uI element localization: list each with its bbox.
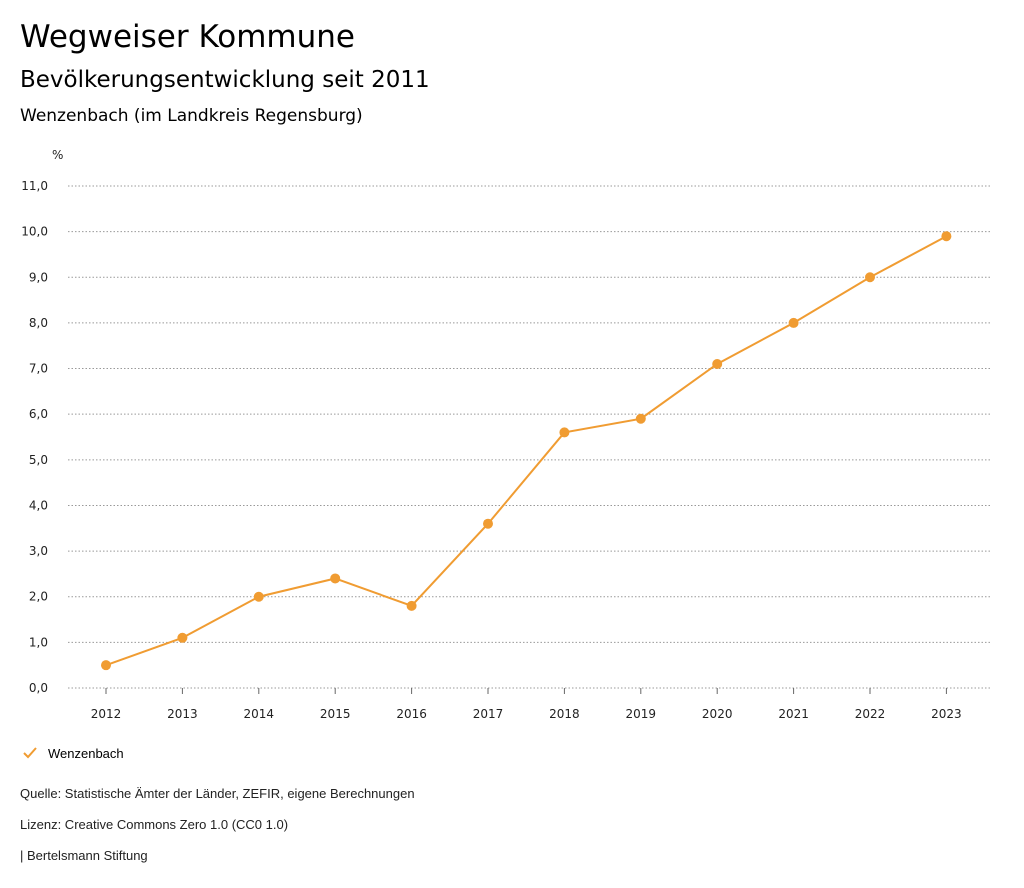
license-note: Lizenz: Creative Commons Zero 1.0 (CC0 1… — [20, 817, 289, 832]
x-tick-label: 2018 — [549, 707, 580, 721]
y-tick-label: 8,0 — [29, 316, 48, 330]
y-tick-label: 1,0 — [29, 635, 48, 649]
legend-label: Wenzenbach — [48, 745, 124, 761]
y-axis-unit: % — [52, 148, 63, 162]
x-tick-label: 2013 — [167, 707, 198, 721]
x-tick-label: 2020 — [702, 707, 733, 721]
region-label: Wenzenbach (im Landkreis Regensburg) — [20, 106, 363, 126]
x-tick-label: 2015 — [320, 707, 351, 721]
data-point — [865, 272, 875, 283]
data-point — [101, 660, 111, 671]
y-tick-label: 9,0 — [29, 270, 48, 284]
data-point — [941, 231, 952, 242]
y-tick-label: 6,0 — [29, 407, 48, 421]
y-tick-label: 2,0 — [29, 590, 48, 604]
x-tick-label: 2012 — [91, 707, 122, 721]
y-tick-label: 4,0 — [29, 498, 48, 512]
x-tick-label: 2021 — [778, 707, 809, 721]
x-tick-label: 2019 — [626, 707, 657, 721]
data-point — [330, 573, 341, 584]
y-axis-ticks: 0,0 1,0 2,0 3,0 4,0 5,0 6,0 7,0 8,0 9,0 10,0 11,0 — [21, 179, 48, 695]
legend[interactable]: Wenzenbach — [22, 745, 124, 761]
data-point — [559, 427, 570, 438]
y-tick-label: 5,0 — [29, 453, 48, 467]
y-tick-label: 0,0 — [29, 681, 48, 695]
data-point — [406, 600, 417, 611]
y-tick-label: 3,0 — [29, 544, 48, 558]
line-chart: % 0,0 1,0 2,0 3,0 4,0 5,0 6,0 7,0 8,0 9,0 10,0 11,0… — [21, 148, 990, 721]
chart-subtitle: Bevölkerungsentwicklung seit 2011 — [20, 67, 430, 93]
y-tick-label: 11,0 — [21, 179, 48, 193]
data-point — [788, 317, 799, 328]
series-wenzenbach — [101, 231, 952, 671]
data-point — [177, 632, 188, 643]
x-axis-ticks: 2012 2013 2014 2015 2016 2017 2018 2019 2020 2021… — [91, 688, 962, 721]
x-tick-label: 2014 — [244, 707, 275, 721]
source-note: Quelle: Statistische Ämter der Länder, Z… — [20, 786, 415, 801]
x-tick-label: 2022 — [855, 707, 886, 721]
y-tick-label: 10,0 — [21, 225, 48, 239]
grid-lines — [68, 185, 990, 689]
y-tick-label: 7,0 — [29, 362, 48, 376]
data-point — [253, 591, 264, 602]
series-line — [105, 235, 947, 667]
x-tick-label: 2016 — [396, 707, 427, 721]
x-tick-label: 2017 — [473, 707, 504, 721]
data-point — [712, 358, 723, 369]
data-point — [483, 518, 493, 529]
x-tick-label: 2023 — [931, 707, 962, 721]
check-icon — [23, 747, 37, 759]
chart-title: Wegweiser Kommune — [20, 19, 355, 55]
data-point — [635, 413, 646, 424]
publisher-note: | Bertelsmann Stiftung — [20, 848, 148, 863]
